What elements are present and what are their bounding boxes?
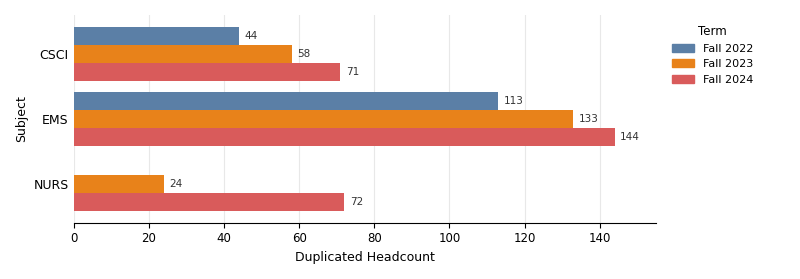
Bar xyxy=(74,92,498,109)
Text: 72: 72 xyxy=(350,197,363,207)
Bar xyxy=(74,27,239,45)
Legend: Fall 2022, Fall 2023, Fall 2024: Fall 2022, Fall 2023, Fall 2024 xyxy=(667,21,758,89)
Text: 58: 58 xyxy=(298,49,310,59)
Text: 44: 44 xyxy=(245,31,258,41)
Bar xyxy=(74,128,614,146)
Text: 144: 144 xyxy=(620,132,640,142)
Text: 24: 24 xyxy=(170,179,182,189)
X-axis label: Duplicated Headcount: Duplicated Headcount xyxy=(295,251,434,264)
Bar xyxy=(74,63,341,81)
Text: 133: 133 xyxy=(579,114,599,124)
Y-axis label: Subject: Subject xyxy=(15,95,28,142)
Bar xyxy=(74,193,344,211)
Bar xyxy=(74,110,574,128)
Bar xyxy=(74,175,164,193)
Bar xyxy=(74,45,291,63)
Text: 113: 113 xyxy=(504,96,524,106)
Text: 71: 71 xyxy=(346,67,359,77)
